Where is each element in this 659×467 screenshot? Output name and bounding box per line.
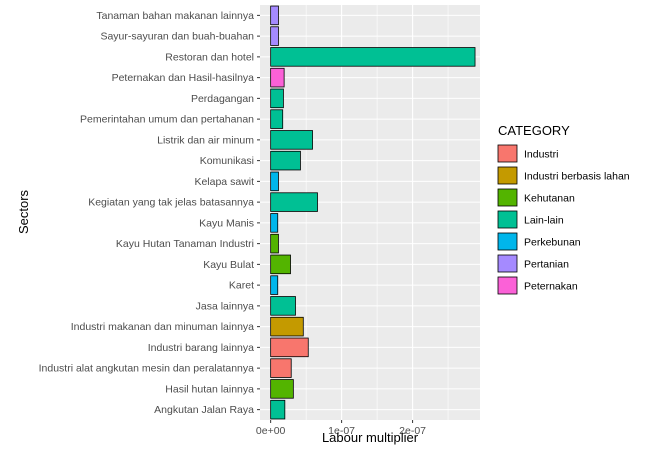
legend-key [497,188,518,207]
bar [270,275,279,295]
legend-key [497,276,518,295]
legend-label: Peternakan [524,281,578,293]
x-axis-title: Labour multiplier [322,430,419,445]
y-tick-label: Kegiatan yang tak jelas batasannya [88,197,254,209]
legend-label: Pertanian [524,259,569,271]
bar [270,109,284,129]
legend-label: Industri berbasis lahan [524,171,630,183]
bar [270,213,279,233]
legend-label: Lain-lain [524,215,564,227]
y-tick-label: Karet [229,280,254,292]
bar [270,316,304,337]
bar [270,296,296,316]
y-tick-label: Kayu Manis [199,217,254,229]
legend-key [497,254,518,273]
bar [270,47,476,67]
x-tick-label: 2e-07 [399,425,426,437]
x-tick-label: 0e+00 [256,425,286,437]
y-tick-label: Pemerintahan umum dan pertahanan [80,114,254,126]
bar [270,88,284,109]
x-tick-label: 1e-07 [328,425,355,437]
bar [270,171,279,192]
x-axis-ticks: 0e+00 1e-07 2e-07 [256,420,426,437]
y-tick-label: Sayur-sayuran dan buah-buahan [100,31,254,43]
y-tick-label: Kayu Hutan Tanaman Industri [116,238,254,250]
y-tick-label: Industri alat angkutan mesin dan peralat… [39,363,255,375]
bar [270,358,292,378]
y-tick-label: Industri makanan dan minuman lainnya [71,321,254,333]
y-tick-label: Hasil hutan lainnya [165,383,254,395]
bar [270,192,318,212]
bar [270,5,279,26]
y-axis-title: Sectors [16,189,31,234]
legend-label: Industri [524,149,558,161]
bars [270,5,476,420]
plot-panel [260,5,480,420]
y-tick-label: Kayu Bulat [203,259,254,271]
y-tick-label: Tanaman bahan makanan lainnya [96,10,254,22]
grid-major [260,5,480,420]
bar [270,337,309,358]
bar [270,26,279,46]
bar [270,150,301,171]
y-tick-label: Listrik dan air minum [157,134,254,146]
legend-key [497,232,518,251]
legend: CATEGORY Industri Industri berbasis lahan… [497,123,630,295]
legend-key [497,210,518,229]
y-tick-label: Komunikasi [200,155,254,167]
y-tick-label: Perdagangan [191,93,254,105]
y-tick-label: Restoran dan hotel [165,51,254,63]
bar [270,130,313,150]
bar [270,67,285,88]
y-tick-label: Industri barang lainnya [148,342,254,354]
bar [270,233,279,254]
legend-label: Kehutanan [524,193,575,205]
y-axis-ticks: Tanaman bahan makanan lainnya Sayur-sayur… [39,10,260,416]
legend-key [497,144,518,163]
legend-title: CATEGORY [498,123,570,138]
legend-label: Perkebunan [524,237,581,249]
legend-key [497,166,518,185]
y-tick-label: Jasa lainnya [196,300,255,312]
y-tick-label: Angkutan Jalan Raya [154,404,254,416]
y-tick-label: Kelapa sawit [194,176,254,188]
bar [270,399,286,420]
y-tick-label: Peternakan dan Hasil-hasilnya [112,72,255,84]
bar [270,379,294,399]
bar [270,254,291,275]
